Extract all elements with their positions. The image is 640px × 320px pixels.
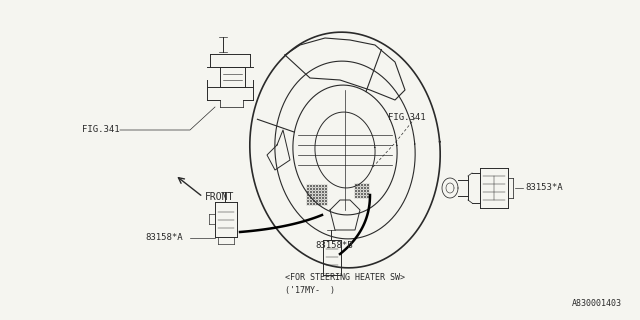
Text: A830001403: A830001403 [572,299,622,308]
Text: 83158*B: 83158*B [315,242,353,251]
Text: <FOR STEERING HEATER SW>: <FOR STEERING HEATER SW> [285,274,405,283]
Text: FRONT: FRONT [205,192,234,202]
Text: 83153*A: 83153*A [525,183,563,193]
Text: 83158*A: 83158*A [145,234,182,243]
Text: ('17MY-  ): ('17MY- ) [285,286,335,295]
Text: FIG.341: FIG.341 [82,125,120,134]
Text: FIG.341: FIG.341 [388,114,426,123]
